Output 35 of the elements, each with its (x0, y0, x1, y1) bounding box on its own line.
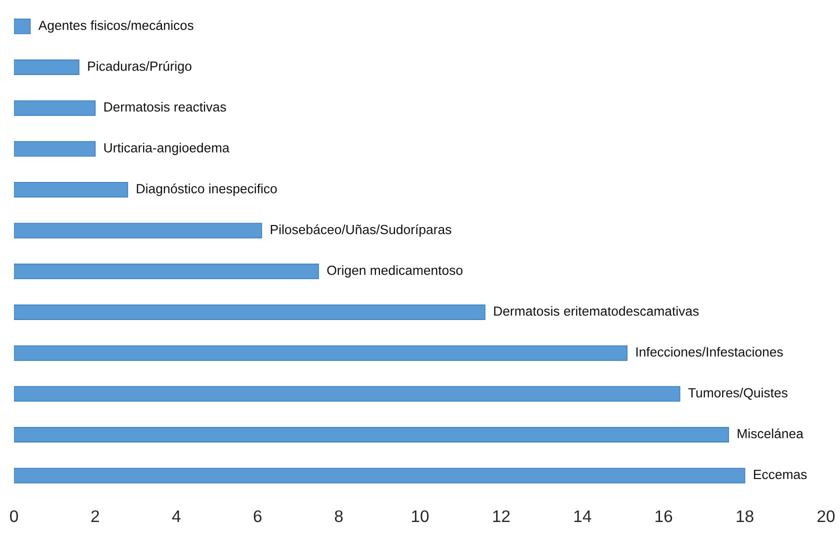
x-tick-label: 2 (91, 510, 99, 522)
x-tick-label: 6 (254, 510, 262, 522)
x-tick-label: 18 (736, 510, 754, 522)
y-tick-label: Miscelánea (738, 428, 804, 438)
x-tick-label: 16 (656, 510, 672, 522)
bar (14, 426, 729, 443)
y-tick-label: Eccemas (754, 470, 807, 480)
bar (14, 100, 96, 116)
x-tick-label: 20 (818, 510, 835, 522)
x-tick-label: 10 (412, 510, 429, 522)
y-tick-label: Urticaria-angioedema (104, 142, 230, 156)
y-tick-label: Picaduras/Prúrigo (88, 61, 192, 74)
bar (14, 386, 680, 402)
bar (14, 18, 31, 34)
bar (14, 59, 80, 76)
y-tick-label: Dermatosis reactivas (104, 102, 226, 112)
bar (14, 141, 96, 157)
y-tick-label: Agentes fisicos/mecánicos (38, 20, 194, 33)
y-tick-label: Diagnóstico inespecifico (136, 184, 277, 196)
y-tick-label: Dermatosis eritematodescamativas (494, 306, 699, 316)
bar (14, 468, 746, 484)
x-tick-label: 12 (493, 510, 510, 522)
bar (14, 222, 262, 238)
y-tick-label: Pilosebáceo/Uñas/Sudoríparas (270, 224, 452, 237)
bar (14, 264, 319, 280)
x-tick-label: 14 (574, 510, 592, 522)
x-tick-label: 8 (334, 510, 343, 522)
x-tick-label: 4 (172, 510, 181, 522)
x-tick-label: 0 (10, 510, 18, 522)
y-tick-label: Origen medicamentoso (327, 265, 462, 278)
bar (14, 304, 486, 320)
y-tick-label: Tumores/Quistes (688, 388, 788, 400)
y-tick-label: Infecciones/Infestaciones (636, 346, 783, 357)
bar (14, 182, 128, 198)
bar (14, 345, 628, 361)
